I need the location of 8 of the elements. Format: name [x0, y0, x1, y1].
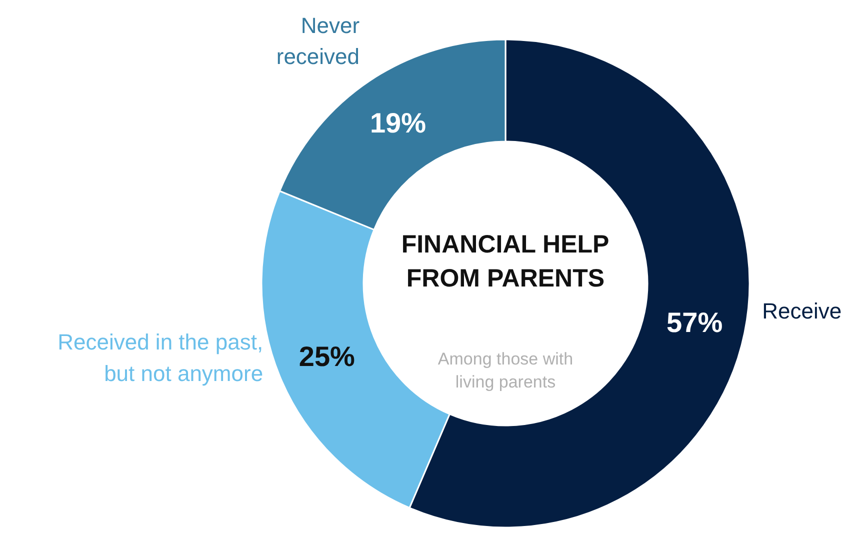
- slice-label: Receive: [762, 298, 842, 324]
- text: FINANCIAL HELP FROM PARENTS: [401, 230, 610, 292]
- text: Among those with living parents: [438, 350, 574, 392]
- data-label: 25%: [298, 341, 356, 372]
- data-label: 57%: [666, 306, 723, 338]
- data-label: 19%: [370, 108, 426, 139]
- slice-label: Received in the past, but not anymore: [58, 330, 264, 386]
- slice-label: Never received: [276, 12, 360, 70]
